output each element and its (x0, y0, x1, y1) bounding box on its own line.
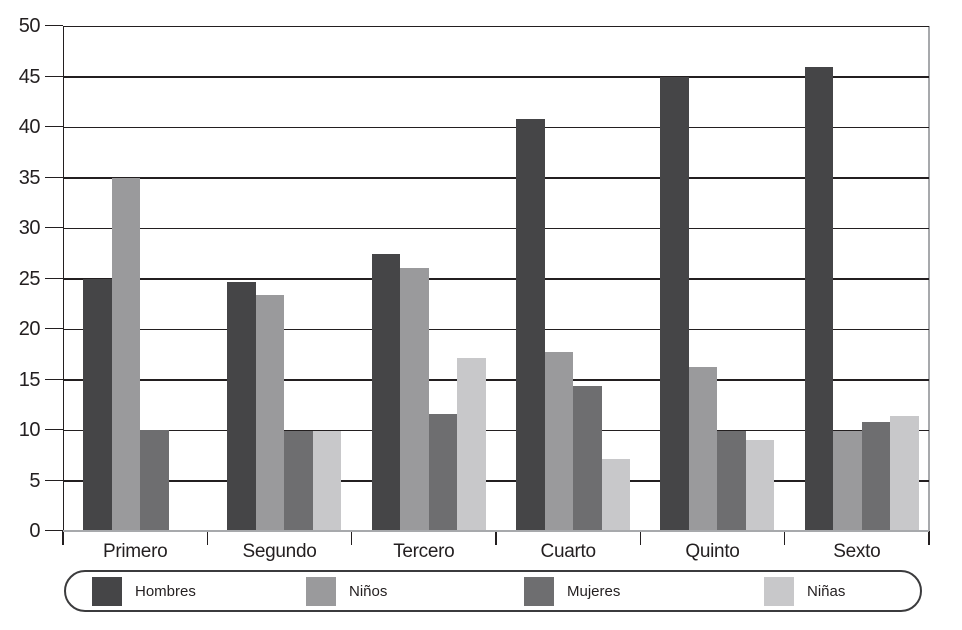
gridline-y-40 (63, 126, 929, 128)
bar-hombres-cuarto (516, 118, 545, 531)
legend-swatch-ninos (306, 576, 336, 606)
gridline-y-5 (63, 480, 929, 482)
y-axis-label-40: 40 (18, 116, 41, 138)
gridline-y-35 (63, 177, 929, 179)
bar-ninos-primero (111, 177, 140, 531)
gridline-y-10 (63, 429, 929, 431)
bar-ninos-cuarto (544, 352, 573, 531)
bar-mujeres-primero (140, 430, 169, 531)
y-axis-tick-35 (45, 176, 63, 178)
bar-hombres-segundo (227, 281, 256, 531)
bar-ninos-quinto (688, 367, 718, 531)
x-axis-tick-3 (495, 531, 497, 545)
y-axis-label-5: 5 (29, 469, 40, 492)
y-axis-tick-25 (45, 277, 63, 279)
gridline-y-20 (63, 328, 929, 330)
gridline-y-45 (63, 76, 929, 78)
bar-group-sexto (804, 67, 919, 531)
legend-label-ninos: Niños (349, 582, 388, 600)
x-axis-tick-0 (62, 531, 64, 545)
y-axis-label-50: 50 (18, 15, 41, 37)
y-axis-label-15: 15 (18, 368, 41, 391)
bar-mujeres-cuarto (573, 385, 602, 531)
y-axis-label-25: 25 (18, 267, 41, 290)
legend-label-ninas: Niñas (807, 582, 846, 600)
bar-mujeres-quinto (717, 431, 746, 531)
x-axis-label-quinto: Quinto (685, 541, 740, 562)
bar-group-cuarto (516, 118, 630, 531)
x-axis-tick-6 (928, 531, 930, 545)
bar-mujeres-sexto (861, 421, 891, 531)
legend-item-ninos: Niños (306, 572, 387, 610)
bar-hombres-quinto (660, 76, 689, 531)
x-axis-baseline (63, 530, 929, 532)
x-axis-label-cuarto: Cuarto (540, 541, 597, 562)
y-axis-tick-50 (45, 25, 63, 27)
bar-hombres-sexto (804, 67, 834, 531)
bar-group-segundo (227, 281, 342, 531)
bar-ninas-tercero (457, 358, 486, 531)
bar-hombres-tercero (371, 254, 401, 531)
y-axis-label-30: 30 (18, 217, 41, 239)
bar-ninas-sexto (890, 415, 919, 531)
plot-right-border (928, 26, 930, 531)
legend-item-ninas: Niñas (764, 572, 845, 610)
legend-label-hombres: Hombres (135, 582, 196, 600)
y-axis-tick-0 (45, 530, 63, 532)
x-axis-tick-4 (639, 531, 642, 545)
y-axis-tick-20 (45, 328, 63, 330)
gridline-y-25 (63, 278, 929, 280)
bar-ninos-sexto (833, 431, 862, 531)
x-axis-tick-2 (350, 531, 353, 545)
y-axis-tick-15 (45, 378, 63, 380)
bar-ninas-cuarto (601, 459, 630, 531)
legend-swatch-hombres (92, 576, 122, 606)
bar-hombres-primero (83, 278, 112, 531)
x-axis-label-sexto: Sexto (833, 541, 881, 562)
bar-mujeres-tercero (428, 413, 458, 531)
bar-group-tercero (371, 254, 486, 531)
x-axis-tick-5 (783, 531, 786, 545)
legend-swatch-ninas (764, 576, 794, 606)
y-axis-label-35: 35 (18, 166, 41, 189)
y-axis-tick-40 (45, 126, 63, 128)
legend: Hombres Niños Mujeres Niñas (64, 570, 922, 612)
y-axis-tick-5 (45, 479, 63, 481)
bar-ninos-segundo (255, 294, 285, 531)
y-axis-tick-45 (45, 75, 63, 77)
legend-item-mujeres: Mujeres (524, 572, 620, 610)
gridline-y-30 (63, 227, 929, 229)
y-axis-label-0: 0 (29, 520, 40, 542)
bar-ninos-tercero (400, 268, 429, 531)
x-axis-tick-1 (206, 531, 209, 545)
bar-ninas-segundo (312, 431, 342, 531)
bar-group-quinto (660, 76, 775, 531)
x-axis-label-primero: Primero (102, 541, 168, 562)
bar-ninas-quinto (745, 440, 775, 531)
legend-item-hombres: Hombres (92, 572, 196, 610)
y-axis-label-20: 20 (18, 318, 41, 340)
y-axis-tick-30 (45, 227, 63, 229)
legend-label-mujeres: Mujeres (567, 582, 621, 600)
y-axis-line (63, 26, 65, 545)
y-axis-label-10: 10 (18, 419, 41, 441)
plot-area (63, 25, 930, 532)
y-axis-label-45: 45 (18, 65, 41, 88)
x-axis-label-segundo: Segundo (242, 541, 317, 562)
bar-group-primero (83, 177, 197, 531)
y-axis-tick-10 (45, 429, 63, 431)
gridline-y-15 (63, 379, 929, 381)
gridline-y-50 (63, 25, 929, 27)
legend-swatch-mujeres (524, 576, 554, 606)
bar-mujeres-segundo (284, 431, 313, 531)
x-axis-label-tercero: Tercero (393, 541, 455, 562)
